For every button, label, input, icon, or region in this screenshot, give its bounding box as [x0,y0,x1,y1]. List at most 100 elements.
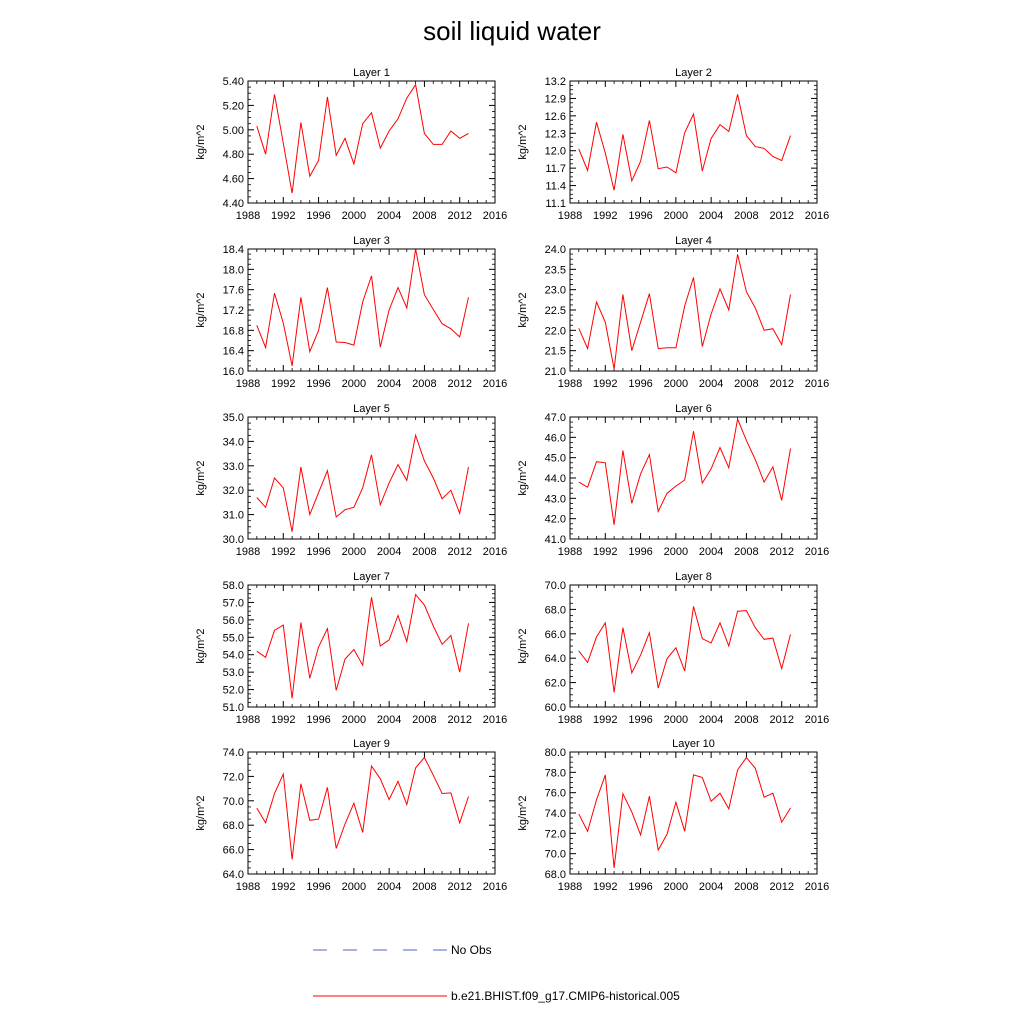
y-tick-label: 68.0 [545,869,566,881]
y-tick-label: 70.0 [223,796,244,808]
x-tick-label: 2008 [734,714,758,726]
x-tick-label: 2004 [377,714,401,726]
y-tick-label: 68.0 [545,604,566,616]
x-tick-label: 2016 [483,881,507,893]
y-axis-label: kg/m^2 [195,124,207,159]
y-tick-label: 64.0 [223,869,244,881]
y-tick-label: 64.0 [545,653,566,665]
x-tick-label: 2004 [377,881,401,893]
y-tick-label: 53.0 [223,667,244,679]
legend-label: b.e21.BHIST.f09_g17.CMIP6-historical.005 [451,989,680,1003]
plot-frame [247,416,496,540]
x-tick-label: 2000 [342,210,366,222]
plot-frame [569,584,818,708]
x-tick-label: 1996 [306,378,330,390]
y-tick-label: 11.7 [545,163,566,175]
y-tick-label: 32.0 [223,485,244,497]
y-tick-label: 34.0 [223,436,244,448]
x-tick-label: 1992 [593,714,617,726]
series-line [256,433,469,532]
panel-layer-9: Layer 9 1988 1992 1996 2000 2004 2008 2012 2016 6… [195,738,507,893]
x-tick-label: 2000 [664,378,688,390]
x-tick-label: 1988 [558,881,582,893]
series-line [256,248,469,367]
legend-item: b.e21.BHIST.f09_g17.CMIP6-historical.005 [313,989,680,1003]
y-tick-label: 35.0 [223,412,244,424]
plot-frame [569,751,818,875]
x-tick-label: 1992 [593,210,617,222]
panel-title: Layer 6 [675,403,712,415]
x-tick-label: 2000 [664,210,688,222]
panel-layer-3: Layer 3 1988 1992 1996 2000 2004 2008 2012 2016 1… [195,235,507,390]
series-line [578,756,791,868]
y-tick-label: 11.1 [545,198,566,210]
x-tick-label: 1988 [558,714,582,726]
y-tick-label: 45.0 [545,453,566,465]
y-axis-label: kg/m^2 [517,460,529,495]
y-axis-label: kg/m^2 [195,795,207,830]
y-tick-label: 18.4 [223,244,244,256]
plot-frame [247,80,496,204]
y-tick-label: 16.0 [223,366,244,378]
y-tick-label: 66.0 [545,629,566,641]
panel-layer-10: Layer 10 1988 1992 1996 2000 2004 2008 2012 2016… [517,738,829,893]
y-tick-label: 12.9 [545,93,566,105]
y-tick-label: 12.3 [545,128,566,140]
panel-layer-4: Layer 4 1988 1992 1996 2000 2004 2008 2012 2016 2… [517,235,829,390]
y-axis-label: kg/m^2 [517,628,529,663]
panel-title: Layer 9 [353,738,390,750]
panel-title: Layer 2 [675,67,712,79]
y-tick-label: 23.0 [545,285,566,297]
x-tick-label: 1996 [306,881,330,893]
plot-frame [247,584,496,708]
x-tick-label: 1988 [236,378,260,390]
x-tick-label: 2008 [734,881,758,893]
legend-item: No Obs [313,943,492,957]
x-tick-label: 1996 [628,378,652,390]
x-tick-label: 1996 [628,546,652,558]
y-tick-label: 54.0 [223,650,244,662]
y-tick-label: 16.4 [223,346,244,358]
x-tick-label: 2000 [664,881,688,893]
panel-layer-5: Layer 5 1988 1992 1996 2000 2004 2008 2012 2016 3… [195,403,507,558]
y-axis-label: kg/m^2 [517,292,529,327]
y-tick-label: 4.40 [223,198,244,210]
x-tick-label: 1992 [271,714,295,726]
x-tick-label: 2000 [342,714,366,726]
x-tick-label: 2004 [699,714,723,726]
x-tick-label: 2008 [734,210,758,222]
x-tick-label: 2008 [734,378,758,390]
y-tick-label: 22.5 [545,305,566,317]
y-tick-label: 18.0 [223,264,244,276]
x-tick-label: 1988 [558,378,582,390]
x-tick-label: 1988 [236,714,260,726]
x-tick-label: 1996 [306,210,330,222]
x-tick-label: 1996 [628,881,652,893]
panel-title: Layer 7 [353,571,390,583]
y-tick-label: 23.5 [545,264,566,276]
y-tick-label: 46.0 [545,432,566,444]
legend-label: No Obs [451,943,492,957]
y-tick-label: 5.40 [223,76,244,88]
x-tick-label: 2012 [447,881,471,893]
x-tick-label: 2004 [699,881,723,893]
panel-layer-7: Layer 7 1988 1992 1996 2000 2004 2008 2012 2016 5… [195,571,507,726]
y-tick-label: 17.6 [223,285,244,297]
y-tick-label: 21.5 [545,346,566,358]
x-tick-label: 1992 [593,546,617,558]
x-tick-label: 2016 [483,210,507,222]
y-tick-label: 44.0 [545,473,566,485]
series-line [256,83,469,194]
x-tick-label: 2004 [377,210,401,222]
x-tick-label: 1996 [306,714,330,726]
x-tick-label: 2000 [664,714,688,726]
x-tick-label: 2012 [769,210,793,222]
x-tick-label: 1992 [593,881,617,893]
x-tick-label: 2000 [342,881,366,893]
x-tick-label: 2000 [664,546,688,558]
x-tick-label: 2008 [412,881,436,893]
x-tick-label: 1988 [236,210,260,222]
x-tick-label: 2008 [412,546,436,558]
x-tick-label: 2016 [805,714,829,726]
panel-layer-2: Layer 2 1988 1992 1996 2000 2004 2008 2012 2016 1… [517,67,829,222]
